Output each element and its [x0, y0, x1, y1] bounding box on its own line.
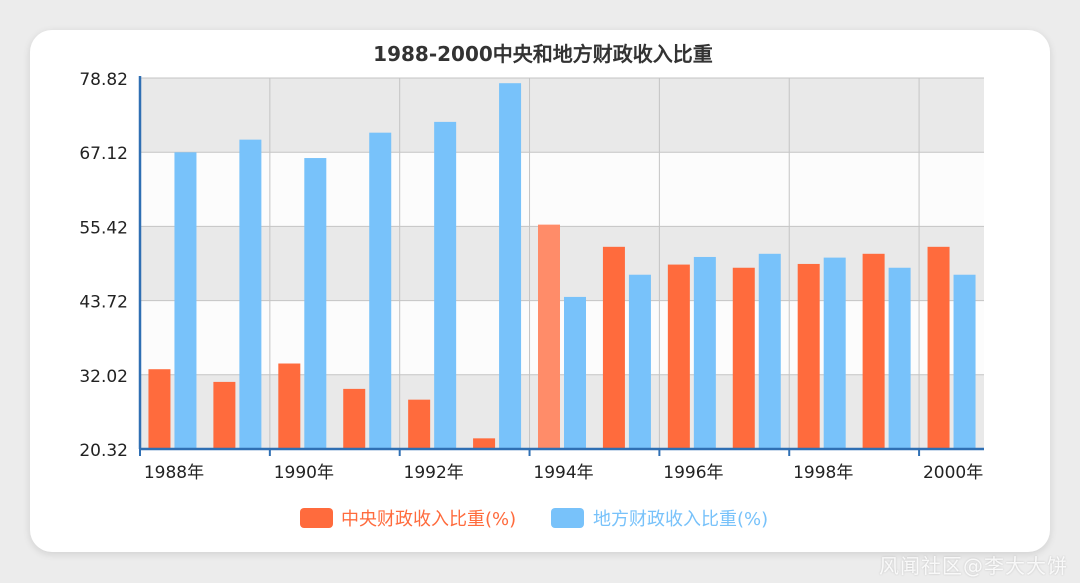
- bar-central[interactable]: [602, 246, 625, 449]
- chart-card: 20.32 32.02 43.72 55.42 67.12 78.82 1988年 1990…: [30, 30, 1050, 552]
- y-tick-label: 20.32: [79, 441, 128, 461]
- bar-local[interactable]: [888, 267, 911, 449]
- x-tick-label: 1988年: [144, 463, 204, 483]
- bar-local[interactable]: [239, 139, 262, 449]
- bar-local[interactable]: [499, 83, 522, 449]
- bar-central[interactable]: [148, 369, 171, 449]
- x-tick-label: 1992年: [404, 463, 464, 483]
- bar-local[interactable]: [434, 121, 457, 450]
- bar-central[interactable]: [732, 267, 755, 449]
- plot-band: [140, 226, 984, 301]
- plot-band: [140, 374, 984, 449]
- x-tick-label: 2000年: [923, 463, 983, 483]
- plot-band: [140, 152, 984, 227]
- y-tick-label: 67.12: [79, 144, 128, 164]
- bar-local[interactable]: [564, 296, 586, 449]
- legend-label-central: 中央财政收入比重(%): [341, 509, 516, 530]
- bars: [148, 83, 976, 450]
- bar-central[interactable]: [343, 388, 366, 449]
- bar-local[interactable]: [953, 274, 976, 449]
- y-tick-label: 32.02: [79, 367, 128, 387]
- bar-local[interactable]: [758, 253, 781, 449]
- bar-chart: 20.32 32.02 43.72 55.42 67.12 78.82 1988年 1990…: [79, 42, 984, 530]
- bar-central[interactable]: [538, 224, 560, 449]
- bar-local[interactable]: [693, 256, 716, 449]
- bar-central[interactable]: [667, 264, 690, 449]
- plot-band: [140, 78, 984, 153]
- bar-local[interactable]: [823, 257, 846, 449]
- plot-band: [140, 300, 984, 375]
- bar-central[interactable]: [408, 399, 431, 449]
- y-tick-labels: 20.32 32.02 43.72 55.42 67.12 78.82: [79, 70, 128, 461]
- y-tick-label: 43.72: [79, 293, 128, 313]
- bar-local[interactable]: [174, 152, 197, 449]
- x-tick-label: 1994年: [533, 463, 593, 483]
- legend-item-local[interactable]: 地方财政收入比重(%): [551, 508, 768, 530]
- legend-item-central[interactable]: 中央财政收入比重(%): [300, 508, 516, 530]
- watermark-text: 风闻社区@李大大饼: [879, 554, 1068, 578]
- chart-title: 1988-2000中央和地方财政收入比重: [373, 42, 713, 66]
- bar-central[interactable]: [797, 263, 820, 449]
- bar-local[interactable]: [369, 132, 392, 450]
- bar-central[interactable]: [927, 246, 950, 449]
- legend: 中央财政收入比重(%) 地方财政收入比重(%): [300, 508, 768, 530]
- x-tick-label: 1990年: [274, 463, 334, 483]
- bar-central[interactable]: [213, 381, 236, 449]
- legend-label-local: 地方财政收入比重(%): [593, 509, 768, 530]
- axes: [138, 76, 984, 456]
- y-tick-label: 55.42: [79, 218, 128, 238]
- y-tick-label: 78.82: [79, 70, 128, 90]
- legend-swatch-local: [551, 508, 584, 528]
- bar-local[interactable]: [628, 274, 651, 449]
- bar-central[interactable]: [473, 438, 496, 449]
- bar-central[interactable]: [862, 253, 885, 449]
- legend-swatch-central: [300, 508, 333, 528]
- x-tick-labels: 1988年 1990年 1992年 1994年 1996年 1998年 2000年: [144, 463, 983, 483]
- plot-bands: [140, 78, 984, 449]
- bar-local[interactable]: [304, 158, 327, 449]
- x-tick-label: 1996年: [663, 463, 723, 483]
- x-tick-label: 1998年: [793, 463, 853, 483]
- bar-central[interactable]: [278, 363, 301, 449]
